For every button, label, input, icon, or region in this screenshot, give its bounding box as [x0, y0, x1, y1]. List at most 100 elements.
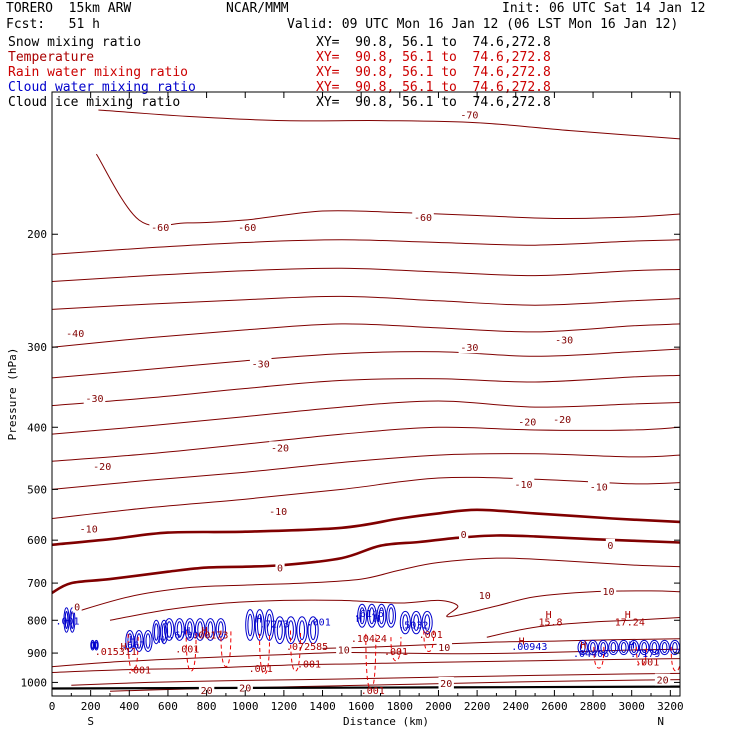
temperature-contour-4: [52, 295, 680, 310]
temperature-contour-12: [52, 508, 680, 547]
cloud-water-inner-1-2: [145, 633, 151, 649]
temperature-contour-5: [52, 323, 680, 348]
cloud-water-cell-5-0: [274, 616, 286, 645]
cloud-water-inner-9-0: [91, 641, 94, 650]
field-name-2: Rain water mixing ratio: [8, 65, 189, 80]
mixing-ratio-label-32: .00943: [511, 642, 547, 653]
rain-column-5: [365, 633, 377, 690]
cloud-water-inner-3-0: [166, 621, 172, 638]
temperature-label-bg-6: [458, 341, 481, 354]
mixing-ratio-label-15: .072585: [286, 642, 328, 653]
temperature-label-bg-9: [269, 441, 291, 454]
x-tick-label-1: 200: [81, 700, 101, 713]
temperature-label-13: -10: [269, 507, 287, 518]
cloud-water-cell-0-1: [69, 607, 76, 633]
mixing-ratio-label-34: .04406: [573, 649, 609, 660]
cloud-water-cell-6-2: [376, 603, 387, 628]
cloud-water-inner-8-7: [651, 642, 658, 653]
temperature-contour-8: [52, 400, 680, 435]
temperature-contour-1: [95, 153, 680, 227]
cloud-water-inner-3-3: [197, 621, 203, 638]
cloud-water-cell-8-6: [639, 639, 650, 656]
y-tick-label-1: 300: [27, 341, 47, 354]
field-xy-4: XY= 90.8, 56.1 to 74.6,272.8: [316, 95, 551, 110]
temperature-contour-13: [52, 534, 680, 595]
mixing-ratio-label-23: .5032: [398, 620, 428, 631]
mixing-ratio-label-2: H: [129, 635, 135, 646]
x-tick-label-3: 600: [158, 700, 178, 713]
temperature-label-bg-5: [249, 357, 272, 370]
cloud-water-inner-7-0: [402, 614, 409, 631]
x-axis-label: Distance (km): [343, 715, 429, 728]
model-title: TORERO 15km ARW: [6, 1, 132, 16]
x-tick-label-4: 800: [197, 700, 217, 713]
temperature-contour-17: [322, 638, 680, 649]
temperature-label-10: -20: [518, 418, 536, 429]
mixing-ratio-label-10: .6730: [168, 631, 198, 642]
mixing-ratio-label-6: .001: [175, 644, 199, 655]
temperature-contour-16: [486, 617, 680, 638]
temperature-label-1: -60: [151, 223, 169, 234]
temperature-label-6: -30: [460, 343, 478, 354]
cloud-water-cell-8-3: [608, 639, 619, 656]
cloud-water-inner-8-0: [579, 642, 586, 653]
temperature-label-bg-16: [77, 522, 100, 535]
x-tick-label-2: 400: [119, 700, 139, 713]
cloud-water-cell-1-0: [125, 630, 135, 652]
mixing-ratio-label-9: H: [202, 626, 208, 637]
cloud-water-cell-9-1: [94, 639, 99, 651]
mixing-ratio-label-8: H: [184, 626, 190, 637]
y-tick-label-6: 800: [27, 614, 47, 627]
cloud-water-inner-8-2: [600, 642, 607, 653]
x-tick-label-9: 1800: [387, 700, 414, 713]
x-tick-label-0: 0: [49, 700, 56, 713]
x-tick-label-5: 1000: [232, 700, 259, 713]
ground-surface-line: [52, 685, 680, 690]
cloud-water-inner-3-4: [207, 621, 214, 638]
x-tick-label-16: 3200: [657, 700, 684, 713]
cloud-water-inner-6-0: [359, 607, 365, 625]
temperature-label-18: 0: [607, 541, 613, 552]
temperature-contour-3: [52, 267, 680, 282]
temperature-label-3: -60: [414, 213, 432, 224]
cloud-water-inner-8-1: [590, 642, 596, 653]
field-name-4: Cloud ice mixing ratio: [8, 95, 181, 110]
cloud-water-inner-7-1: [413, 614, 420, 631]
temperature-label-17: 0: [461, 530, 467, 541]
rain-column-1: [185, 630, 197, 672]
cloud-water-cell-3-1: [174, 618, 185, 641]
cloud-water-inner-3-5: [218, 621, 224, 638]
cloud-water-cell-5-1: [285, 616, 297, 645]
cloud-water-cell-7-0: [399, 610, 411, 635]
temperature-label-0: -70: [460, 110, 478, 121]
temperature-label-7: -30: [555, 336, 573, 347]
forecast-hour: Fcst: 51 h: [6, 17, 100, 32]
cloud-water-cell-6-1: [366, 603, 377, 628]
temperature-contour-10: [52, 453, 680, 490]
cloud-water-inner-0-1: [70, 611, 75, 629]
cloud-water-cell-8-5: [628, 639, 640, 656]
temperature-contour-7: [52, 374, 680, 407]
mixing-ratio-label-18: .001: [249, 664, 273, 675]
mixing-ratio-label-19: .6146: [354, 609, 384, 620]
temperature-label-15: -10: [590, 483, 608, 494]
field-xy-2: XY= 90.8, 56.1 to 74.6,272.8: [316, 65, 551, 80]
temperature-label-bg-21: [477, 588, 493, 601]
mixing-ratio-label-36: .7179: [630, 649, 660, 660]
rain-column-4: [289, 630, 301, 672]
cloud-water-cell-4-2: [264, 609, 275, 641]
temperature-label-bg-12: [91, 460, 113, 473]
mixing-ratio-label-5: .015311: [95, 647, 137, 658]
temperature-label-bg-19: [275, 561, 285, 574]
cloud-water-inner-7-2: [424, 614, 431, 631]
cloud-water-cell-3-3: [194, 618, 206, 641]
mixing-ratio-label-1: .001: [55, 616, 79, 627]
temperature-label-5: -30: [252, 359, 270, 370]
cloud-water-cell-0-0: [63, 607, 70, 633]
temperature-label-bg-0: [458, 108, 481, 121]
temperature-label-bg-25: [438, 677, 454, 689]
temperature-label-12: -20: [93, 462, 111, 473]
cloud-water-cell-5-3: [307, 616, 319, 645]
cloud-water-cell-7-1: [410, 610, 422, 635]
field-xy-0: XY= 90.8, 56.1 to 74.6,272.8: [316, 35, 551, 50]
